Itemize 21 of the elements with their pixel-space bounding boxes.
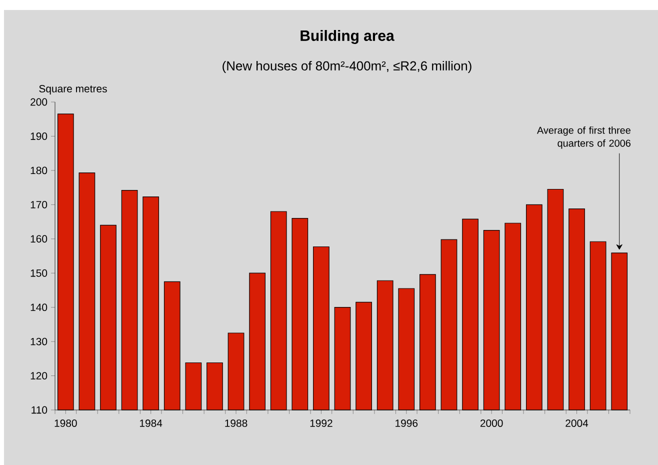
y-tick-label: 170 xyxy=(30,200,48,208)
y-tick-label: 180 xyxy=(30,166,48,174)
y-tick-label: 130 xyxy=(30,338,48,346)
chart-title: Building area xyxy=(300,30,394,44)
y-tick-label: 160 xyxy=(30,235,48,243)
chart-subtitle: (New houses of 80m²-400m², ≤R2,6 million) xyxy=(222,60,472,74)
annotation: Average of first three quarters of 2006 xyxy=(537,126,630,149)
x-tick-label: 2004 xyxy=(566,419,588,427)
y-axis-title: Square metres xyxy=(39,85,107,94)
x-tick-label: 1996 xyxy=(396,419,418,427)
y-tick-label: 140 xyxy=(30,304,48,312)
x-tick-label: 1988 xyxy=(225,419,248,427)
x-tick-label: 2000 xyxy=(480,419,503,427)
x-tick-label: 1984 xyxy=(140,419,162,427)
y-tick-label: 120 xyxy=(30,372,48,380)
y-tick-label: 150 xyxy=(30,269,48,277)
y-tick-label: 190 xyxy=(30,132,48,140)
y-tick-label: 110 xyxy=(32,406,48,414)
y-tick-label: 200 xyxy=(30,98,48,106)
x-tick-label: 1992 xyxy=(310,419,332,427)
x-tick-label: 1980 xyxy=(54,419,77,427)
